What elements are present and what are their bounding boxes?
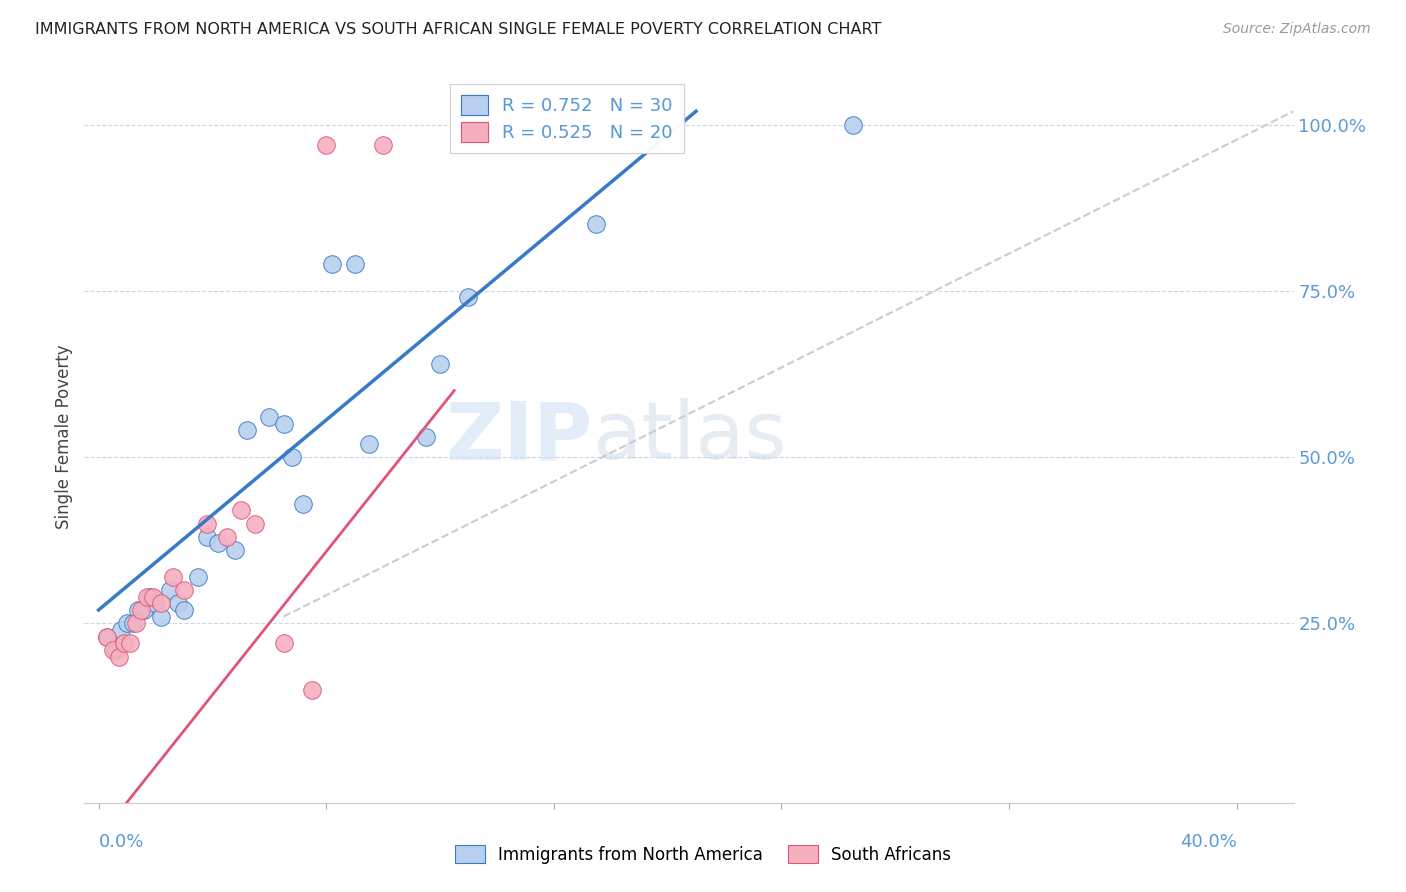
Point <box>357 436 380 450</box>
Point <box>118 636 141 650</box>
Point <box>457 290 479 304</box>
Point <box>104 643 127 657</box>
Point <box>229 503 252 517</box>
Point <box>273 417 295 431</box>
Text: IMMIGRANTS FROM NORTH AMERICA VS SOUTH AFRICAN SINGLE FEMALE POVERTY CORRELATION: IMMIGRANTS FROM NORTH AMERICA VS SOUTH A… <box>35 22 882 37</box>
Y-axis label: Single Female Poverty: Single Female Poverty <box>55 345 73 529</box>
Point <box>127 603 149 617</box>
Point <box>195 530 218 544</box>
Point <box>150 609 173 624</box>
Point <box>343 257 366 271</box>
Point <box>292 497 315 511</box>
Point <box>136 590 159 604</box>
Point <box>150 596 173 610</box>
Point <box>101 643 124 657</box>
Point <box>235 424 257 438</box>
Point <box>585 217 607 231</box>
Point <box>159 582 181 597</box>
Point <box>115 616 138 631</box>
Point <box>841 118 863 132</box>
Point <box>124 616 146 631</box>
Point <box>371 137 394 152</box>
Point <box>121 616 143 631</box>
Point <box>429 357 451 371</box>
Point <box>259 410 281 425</box>
Point <box>110 623 132 637</box>
Point <box>215 530 238 544</box>
Text: 0.0%: 0.0% <box>98 833 143 851</box>
Legend: R = 0.752   N = 30, R = 0.525   N = 20: R = 0.752 N = 30, R = 0.525 N = 20 <box>450 84 683 153</box>
Point <box>112 636 135 650</box>
Point <box>96 630 118 644</box>
Point <box>315 137 337 152</box>
Point <box>301 682 323 697</box>
Point <box>243 516 266 531</box>
Point <box>187 570 209 584</box>
Text: atlas: atlas <box>592 398 786 476</box>
Point <box>195 516 218 531</box>
Point <box>96 630 118 644</box>
Point <box>167 596 190 610</box>
Point <box>139 590 162 604</box>
Point <box>173 582 195 597</box>
Point <box>132 603 155 617</box>
Point <box>107 649 129 664</box>
Point <box>173 603 195 617</box>
Point <box>281 450 304 464</box>
Point <box>142 590 165 604</box>
Point <box>224 543 246 558</box>
Point <box>145 596 167 610</box>
Point <box>273 636 295 650</box>
Point <box>129 603 152 617</box>
Point <box>321 257 343 271</box>
Text: Source: ZipAtlas.com: Source: ZipAtlas.com <box>1223 22 1371 37</box>
Point <box>415 430 437 444</box>
Point <box>162 570 184 584</box>
Point <box>207 536 229 550</box>
Text: 40.0%: 40.0% <box>1180 833 1237 851</box>
Legend: Immigrants from North America, South Africans: Immigrants from North America, South Afr… <box>449 838 957 871</box>
Text: ZIP: ZIP <box>444 398 592 476</box>
